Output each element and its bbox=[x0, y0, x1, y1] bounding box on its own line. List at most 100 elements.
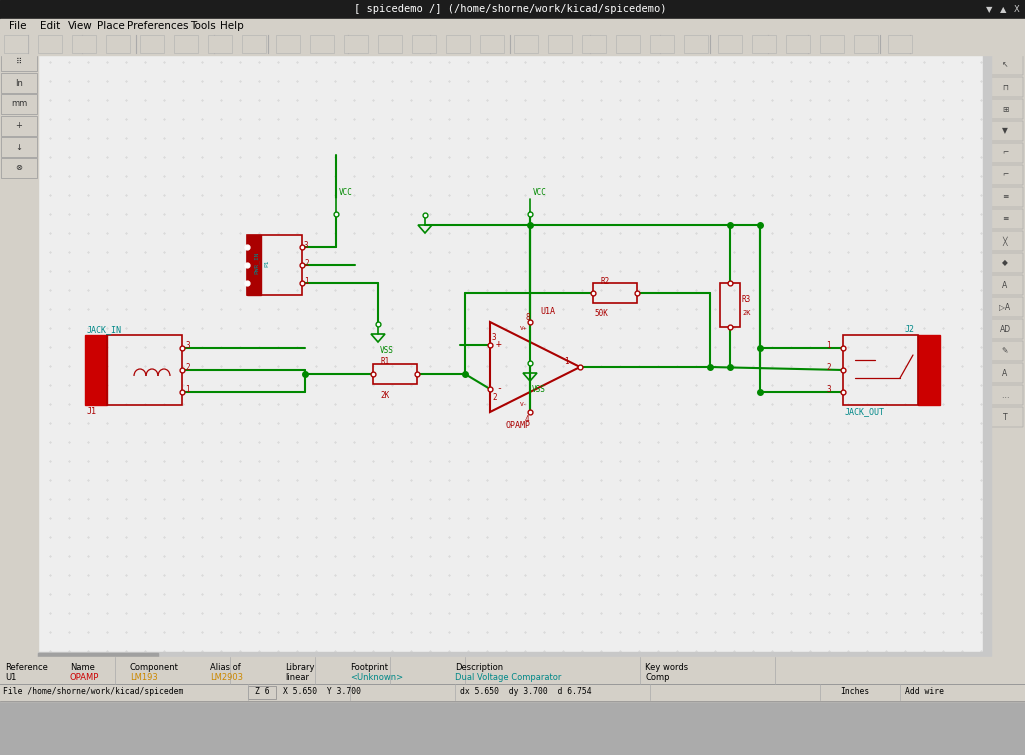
Text: 1: 1 bbox=[826, 341, 831, 350]
Text: -: - bbox=[496, 383, 502, 393]
Bar bbox=[988, 297, 1023, 317]
Text: JACK_IN: JACK_IN bbox=[87, 325, 122, 334]
Bar bbox=[38, 652, 987, 660]
Text: ⌐: ⌐ bbox=[1001, 171, 1009, 180]
Bar bbox=[480, 35, 504, 53]
Text: Dual Voltage Comparator: Dual Voltage Comparator bbox=[455, 673, 562, 682]
Bar bbox=[650, 35, 674, 53]
Text: File: File bbox=[9, 21, 27, 31]
Bar bbox=[1, 94, 37, 114]
Text: A: A bbox=[1002, 281, 1008, 289]
Text: U1A: U1A bbox=[540, 307, 555, 316]
Text: Preferences: Preferences bbox=[127, 21, 189, 31]
Text: ╳: ╳ bbox=[1002, 236, 1008, 245]
Bar bbox=[0, 657, 1025, 701]
Text: Z 6: Z 6 bbox=[254, 688, 270, 697]
Bar bbox=[988, 209, 1023, 229]
Text: J2: J2 bbox=[905, 325, 915, 334]
Bar bbox=[0, 33, 1025, 55]
Bar bbox=[38, 35, 62, 53]
Text: In: In bbox=[15, 79, 23, 88]
Bar bbox=[248, 686, 276, 699]
Bar bbox=[242, 35, 266, 53]
Bar bbox=[106, 35, 130, 53]
Text: Help: Help bbox=[220, 21, 244, 31]
Bar bbox=[720, 283, 740, 327]
Bar bbox=[373, 364, 417, 384]
Text: X: X bbox=[1014, 5, 1020, 14]
Text: LM2903: LM2903 bbox=[210, 673, 243, 682]
Text: 2: 2 bbox=[184, 363, 190, 372]
Text: Tools: Tools bbox=[190, 21, 215, 31]
Bar bbox=[174, 35, 198, 53]
Text: ≡: ≡ bbox=[1001, 193, 1009, 202]
Text: mm: mm bbox=[11, 100, 27, 109]
Text: ⌐: ⌐ bbox=[1001, 149, 1009, 158]
Text: 1: 1 bbox=[564, 356, 569, 365]
Bar bbox=[446, 35, 470, 53]
Text: linear: linear bbox=[285, 673, 309, 682]
Bar bbox=[276, 35, 300, 53]
Text: VSS: VSS bbox=[380, 346, 394, 355]
Text: ⊓: ⊓ bbox=[1002, 82, 1008, 91]
Text: JACK_OUT: JACK_OUT bbox=[845, 408, 885, 417]
Text: View: View bbox=[68, 21, 92, 31]
Text: ▼: ▼ bbox=[986, 5, 992, 14]
Bar bbox=[208, 35, 232, 53]
Bar bbox=[988, 187, 1023, 207]
Text: 8: 8 bbox=[525, 313, 530, 322]
Bar bbox=[593, 283, 637, 303]
Text: ✎: ✎ bbox=[1001, 347, 1009, 356]
Bar bbox=[310, 35, 334, 53]
Bar bbox=[988, 319, 1023, 339]
Bar bbox=[0, 0, 1025, 19]
Text: R3: R3 bbox=[742, 295, 751, 304]
Bar bbox=[988, 363, 1023, 383]
Text: VSS: VSS bbox=[532, 385, 546, 394]
Text: 50K: 50K bbox=[594, 309, 608, 318]
Text: Comp: Comp bbox=[645, 673, 669, 682]
Text: Inches: Inches bbox=[840, 688, 869, 697]
Bar bbox=[548, 35, 572, 53]
Text: 3: 3 bbox=[304, 241, 309, 249]
Text: A: A bbox=[1002, 368, 1008, 378]
Text: Reference: Reference bbox=[5, 662, 48, 671]
Bar bbox=[582, 35, 606, 53]
Text: Alias of: Alias of bbox=[210, 662, 241, 671]
Text: PWR_IN: PWR_IN bbox=[254, 251, 259, 274]
Bar bbox=[988, 231, 1023, 251]
Text: Library: Library bbox=[285, 662, 315, 671]
Text: ▼: ▼ bbox=[1002, 127, 1008, 135]
Text: 1: 1 bbox=[184, 386, 190, 395]
Text: 4: 4 bbox=[525, 415, 530, 424]
Bar bbox=[38, 653, 158, 659]
Text: ↓: ↓ bbox=[15, 143, 23, 152]
Text: X 5.650  Y 3.700: X 5.650 Y 3.700 bbox=[283, 688, 361, 697]
Text: ⊞: ⊞ bbox=[1001, 104, 1009, 113]
Bar bbox=[0, 19, 1025, 33]
Bar bbox=[1, 158, 37, 178]
Bar bbox=[247, 235, 261, 295]
Bar bbox=[988, 55, 1023, 75]
Bar bbox=[988, 99, 1023, 119]
Text: 2: 2 bbox=[826, 363, 831, 372]
Bar bbox=[786, 35, 810, 53]
Bar bbox=[988, 275, 1023, 295]
Text: ▷A: ▷A bbox=[999, 303, 1011, 312]
Bar bbox=[988, 121, 1023, 141]
Text: 2K: 2K bbox=[742, 310, 750, 316]
Text: 3: 3 bbox=[826, 386, 831, 395]
Bar bbox=[1, 51, 37, 71]
Text: Description: Description bbox=[455, 662, 503, 671]
Text: ↖: ↖ bbox=[1001, 60, 1009, 69]
Bar bbox=[988, 77, 1023, 97]
Text: +: + bbox=[496, 339, 502, 349]
Bar bbox=[888, 35, 912, 53]
Text: LM193: LM193 bbox=[130, 673, 158, 682]
Text: 3: 3 bbox=[184, 341, 190, 350]
Text: 2: 2 bbox=[492, 393, 497, 402]
Text: 2K: 2K bbox=[380, 392, 390, 400]
Bar bbox=[752, 35, 776, 53]
Text: [ spicedemo /] (/home/shorne/work/kicad/spicedemo): [ spicedemo /] (/home/shorne/work/kicad/… bbox=[354, 5, 666, 14]
Text: Name: Name bbox=[70, 662, 95, 671]
